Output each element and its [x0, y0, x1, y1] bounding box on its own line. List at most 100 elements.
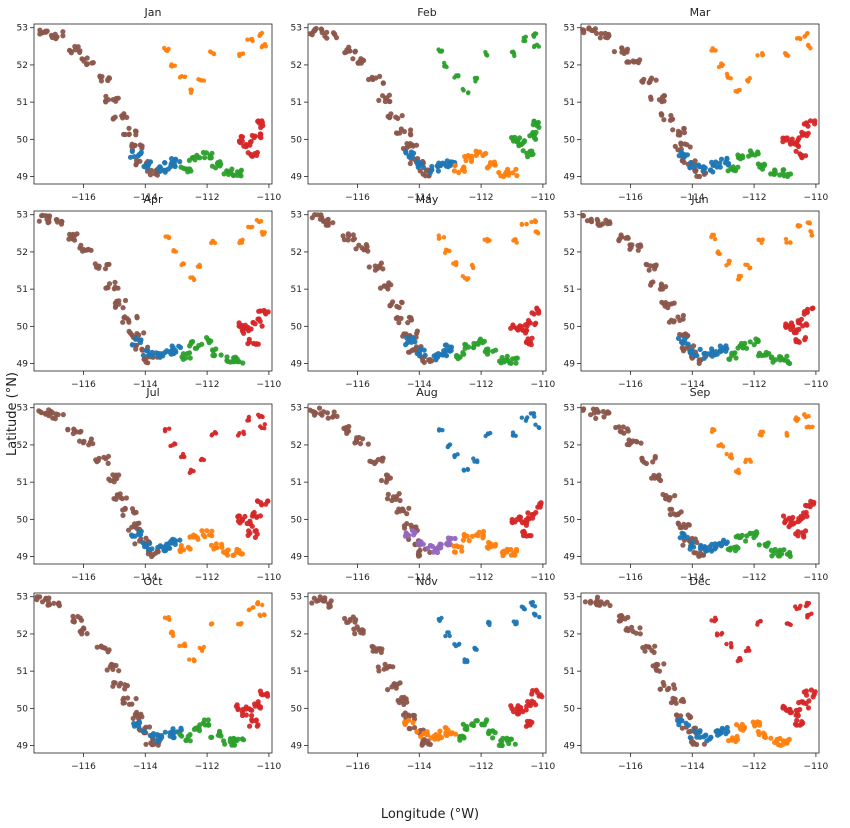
scatter-point	[633, 630, 639, 636]
scatter-point	[761, 162, 768, 168]
x-tick-label: −116	[71, 573, 96, 583]
scatter-point	[529, 511, 535, 518]
scatter-point	[646, 267, 652, 273]
scatter-point	[512, 741, 518, 747]
scatter-point	[121, 695, 127, 701]
scatter-point	[122, 297, 129, 304]
scatter-point	[477, 149, 483, 155]
scatter-point	[328, 598, 334, 604]
scatter-point	[252, 534, 258, 541]
scatter-point	[523, 327, 530, 333]
scatter-point	[470, 345, 477, 351]
scatter-point	[625, 234, 631, 240]
scatter-point	[196, 725, 202, 731]
panel-frame	[307, 23, 547, 185]
scatter-point	[513, 622, 518, 627]
scatter-point	[247, 520, 253, 527]
scatter-point	[746, 79, 751, 84]
scatter-point	[536, 425, 542, 430]
scatter-point	[154, 739, 160, 745]
scatter-point	[138, 337, 144, 343]
scatter-point	[137, 142, 143, 148]
scatter-point	[324, 222, 331, 228]
scatter-point	[771, 171, 777, 177]
scatter-point	[659, 299, 665, 305]
scatter-point	[204, 528, 210, 534]
x-tick-label: −110	[257, 762, 282, 772]
scatter-point	[789, 136, 795, 142]
scatter-point	[519, 604, 524, 609]
scatter-point	[728, 76, 733, 81]
scatter-point	[166, 235, 172, 241]
scatter-point	[134, 335, 140, 341]
scatter-point	[190, 339, 196, 345]
scatter-point	[803, 153, 809, 159]
scatter-point	[504, 353, 510, 359]
scatter-point	[427, 549, 433, 556]
scatter-point	[46, 602, 53, 608]
scatter-point	[735, 164, 741, 170]
scatter-point	[353, 246, 359, 252]
scatter-point	[504, 546, 510, 552]
scatter-point	[126, 131, 132, 138]
panel-sep: Sep −116 −114 −112 −110 49 50 51 52 53	[564, 386, 829, 583]
scatter-point	[486, 728, 492, 734]
scatter-point	[325, 216, 331, 222]
scatter-point	[652, 643, 658, 649]
x-tick-label: −116	[345, 380, 370, 390]
scatter-point	[393, 130, 400, 136]
scatter-point	[249, 153, 255, 159]
scatter-point	[617, 618, 624, 624]
scatter-point	[387, 302, 393, 309]
scatter-point	[230, 736, 236, 742]
scatter-point	[465, 467, 471, 472]
scatter-point	[431, 353, 437, 359]
scatter-point	[129, 148, 135, 155]
scatter-point	[643, 261, 649, 267]
scatter-point	[677, 317, 683, 323]
scatter-point	[428, 167, 435, 173]
scatter-point	[665, 305, 671, 311]
scatter-point	[535, 504, 541, 510]
x-tick-label: −112	[742, 762, 767, 772]
y-tick-label: 52	[564, 630, 575, 640]
scatter-point	[720, 62, 725, 67]
scatter-point	[410, 334, 416, 341]
scatter-point	[134, 521, 140, 527]
scatter-point	[414, 729, 420, 735]
scatter-point	[527, 701, 533, 708]
scatter-point	[238, 622, 243, 627]
scatter-point	[125, 695, 131, 701]
y-tick-label: 50	[291, 322, 303, 332]
scatter-point	[319, 30, 325, 36]
scatter-point	[659, 94, 666, 100]
scatter-point	[728, 641, 734, 646]
scatter-point	[471, 265, 476, 271]
scatter-point	[385, 474, 391, 480]
scatter-point	[172, 248, 177, 254]
scatter-point	[129, 701, 135, 707]
scatter-point	[420, 171, 426, 177]
scatter-point	[353, 439, 359, 445]
scatter-point	[794, 710, 800, 716]
scatter-point	[750, 530, 756, 536]
scatter-point	[675, 335, 682, 341]
scatter-point	[326, 604, 332, 610]
scatter-point	[133, 346, 139, 352]
scatter-point	[687, 165, 693, 171]
scatter-point	[702, 350, 708, 356]
scatter-point	[666, 319, 673, 325]
scatter-point	[490, 348, 496, 354]
scatter-point	[738, 657, 743, 663]
scatter-point	[525, 317, 532, 324]
scatter-point	[459, 548, 465, 554]
scatter-point	[682, 340, 688, 346]
scatter-point	[102, 645, 108, 651]
scatter-point	[342, 50, 348, 56]
scatter-point	[785, 359, 791, 366]
scatter-point	[711, 232, 717, 238]
scatter-point	[475, 533, 481, 539]
scatter-point	[366, 76, 372, 83]
scatter-point	[506, 172, 512, 178]
scatter-point	[255, 341, 261, 347]
